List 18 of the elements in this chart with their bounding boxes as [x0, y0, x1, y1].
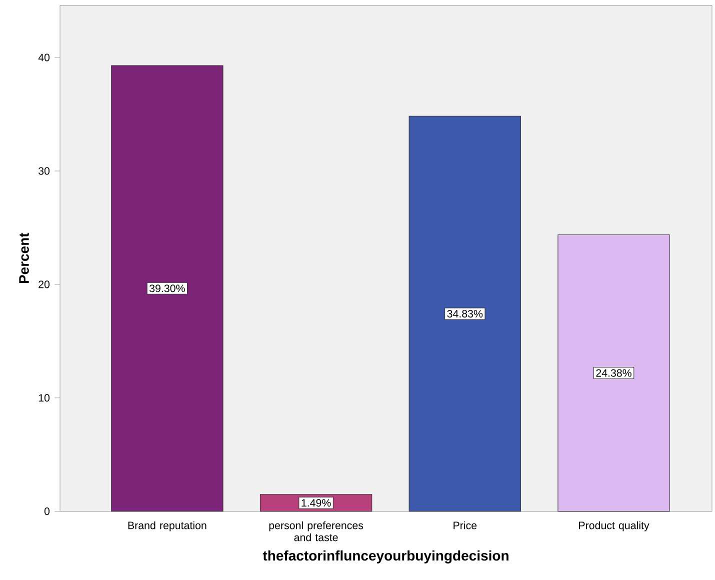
bar	[408, 116, 521, 512]
data-label: 24.38%	[596, 369, 632, 377]
y-axis-title: Percent	[19, 232, 29, 283]
x-tick-label: Price	[454, 521, 477, 530]
data-label: 34.83%	[447, 310, 483, 318]
y-tick-label: 0	[44, 507, 50, 515]
y-tick-label: 40	[38, 54, 50, 62]
x-tick-label: personl preferences and taste	[269, 521, 364, 542]
data-label: 1.49%	[302, 498, 331, 506]
y-tick-label: 10	[38, 394, 50, 402]
x-tick-label: Brand reputation	[128, 521, 206, 532]
x-tick-label: Product quality	[579, 521, 650, 532]
bar	[558, 234, 670, 512]
x-axis-title: thefactorinflunceyourbuyingdecision	[262, 550, 508, 564]
y-tick-label: 30	[38, 167, 50, 175]
data-label: 39.30%	[149, 284, 185, 292]
y-tick-label: 20	[38, 280, 50, 288]
bar	[111, 65, 224, 512]
